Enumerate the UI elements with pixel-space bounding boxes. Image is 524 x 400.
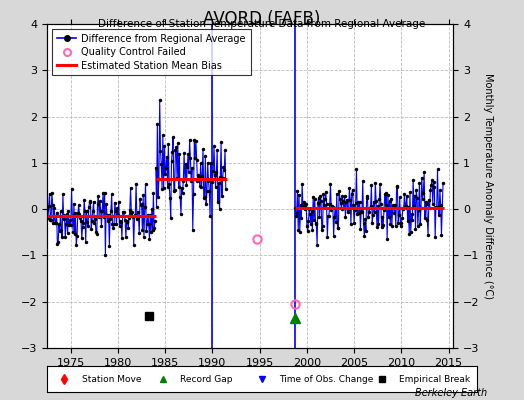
Text: AVORD (FAFB): AVORD (FAFB) — [203, 10, 321, 28]
Text: Berkeley Earth: Berkeley Earth — [415, 388, 487, 398]
Text: Record Gap: Record Gap — [180, 374, 233, 384]
Y-axis label: Monthly Temperature Anomaly Difference (°C): Monthly Temperature Anomaly Difference (… — [483, 73, 494, 299]
Text: Empirical Break: Empirical Break — [399, 374, 471, 384]
Text: Difference of Station Temperature Data from Regional Average: Difference of Station Temperature Data f… — [99, 19, 425, 29]
Text: Time of Obs. Change: Time of Obs. Change — [279, 374, 374, 384]
Text: Station Move: Station Move — [82, 374, 141, 384]
Legend: Difference from Regional Average, Quality Control Failed, Estimated Station Mean: Difference from Regional Average, Qualit… — [52, 29, 250, 75]
